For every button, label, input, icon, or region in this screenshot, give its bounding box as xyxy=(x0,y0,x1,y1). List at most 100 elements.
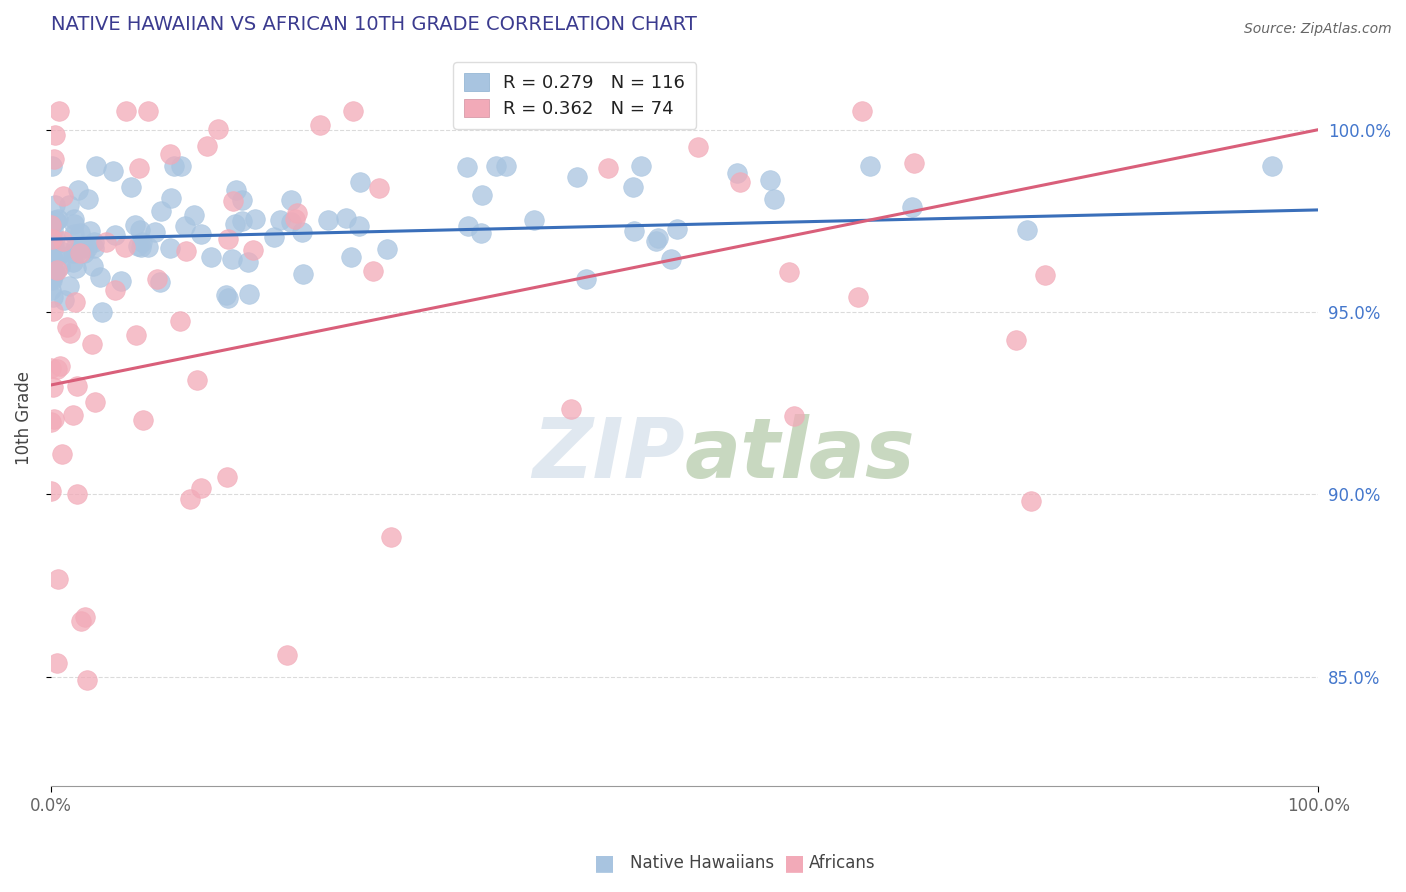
Point xyxy=(84,159,107,173)
Point xyxy=(62,227,84,241)
Point xyxy=(70,614,93,628)
Point xyxy=(363,264,385,278)
Point xyxy=(52,189,75,203)
Point xyxy=(44,198,66,212)
Point xyxy=(39,283,62,297)
Text: Africans: Africans xyxy=(808,855,875,872)
Point xyxy=(456,161,478,175)
Point xyxy=(62,254,84,268)
Point xyxy=(221,252,243,266)
Point xyxy=(52,235,75,249)
Point xyxy=(80,337,103,351)
Point xyxy=(101,163,124,178)
Point xyxy=(285,206,308,220)
Point xyxy=(623,224,645,238)
Point xyxy=(143,225,166,239)
Point xyxy=(128,161,150,175)
Point xyxy=(67,183,90,197)
Point xyxy=(457,219,479,234)
Point xyxy=(83,395,105,409)
Point xyxy=(48,104,70,119)
Text: NATIVE HAWAIIAN VS AFRICAN 10TH GRADE CORRELATION CHART: NATIVE HAWAIIAN VS AFRICAN 10TH GRADE CO… xyxy=(51,15,697,34)
Point xyxy=(263,230,285,244)
Text: Native Hawaiians: Native Hawaiians xyxy=(630,855,775,872)
Point xyxy=(127,239,149,253)
Text: atlas: atlas xyxy=(685,414,915,495)
Point xyxy=(686,139,709,153)
Point xyxy=(342,104,364,119)
Point xyxy=(69,246,91,260)
Point xyxy=(215,288,238,302)
Point xyxy=(58,278,80,293)
Point xyxy=(647,231,669,245)
Point xyxy=(66,378,89,392)
Point xyxy=(291,225,314,239)
Point xyxy=(46,262,69,277)
Point xyxy=(231,193,253,207)
Point xyxy=(45,656,67,670)
Point xyxy=(659,252,682,266)
Point xyxy=(42,152,65,166)
Point xyxy=(41,159,63,173)
Point xyxy=(62,408,84,422)
Point xyxy=(41,232,63,246)
Point xyxy=(41,273,63,287)
Point xyxy=(851,104,873,119)
Point xyxy=(183,208,205,222)
Point xyxy=(114,240,136,254)
Point xyxy=(42,290,65,304)
Point xyxy=(136,104,159,119)
Point xyxy=(39,218,62,232)
Point xyxy=(41,270,63,285)
Point xyxy=(621,180,644,194)
Point xyxy=(225,183,247,197)
Point xyxy=(79,224,101,238)
Point xyxy=(284,211,307,226)
Point xyxy=(56,320,79,334)
Point xyxy=(52,244,75,259)
Point xyxy=(82,259,104,273)
Point xyxy=(1019,493,1042,508)
Point xyxy=(39,218,62,232)
Point xyxy=(560,401,582,416)
Point xyxy=(115,104,138,119)
Point xyxy=(190,481,212,495)
Point xyxy=(523,213,546,227)
Point xyxy=(39,247,62,261)
Point xyxy=(83,241,105,255)
Point xyxy=(308,118,330,132)
Point xyxy=(1005,334,1028,348)
Point xyxy=(159,241,181,255)
Point xyxy=(44,265,66,279)
Point xyxy=(44,128,66,142)
Point xyxy=(48,248,70,262)
Point xyxy=(207,121,229,136)
Point xyxy=(596,161,619,175)
Point xyxy=(66,244,89,258)
Point xyxy=(76,673,98,687)
Point xyxy=(613,104,636,119)
Point xyxy=(49,359,72,373)
Point xyxy=(186,373,208,387)
Point xyxy=(644,104,666,119)
Point xyxy=(63,295,86,310)
Text: Source: ZipAtlas.com: Source: ZipAtlas.com xyxy=(1244,22,1392,37)
Point xyxy=(276,648,298,662)
Point xyxy=(45,214,67,228)
Point xyxy=(347,219,370,234)
Point xyxy=(149,203,172,218)
Point xyxy=(39,415,62,429)
Point xyxy=(83,235,105,249)
Point xyxy=(44,265,66,279)
Point xyxy=(110,274,132,288)
Point xyxy=(215,469,238,483)
Legend: R = 0.279   N = 116, R = 0.362   N = 74: R = 0.279 N = 116, R = 0.362 N = 74 xyxy=(453,62,696,128)
Point xyxy=(174,219,197,233)
Point xyxy=(217,292,239,306)
Point xyxy=(76,192,98,206)
Point xyxy=(69,226,91,240)
Point xyxy=(316,213,339,227)
Point xyxy=(41,360,63,375)
Point xyxy=(39,252,62,267)
Point xyxy=(128,223,150,237)
